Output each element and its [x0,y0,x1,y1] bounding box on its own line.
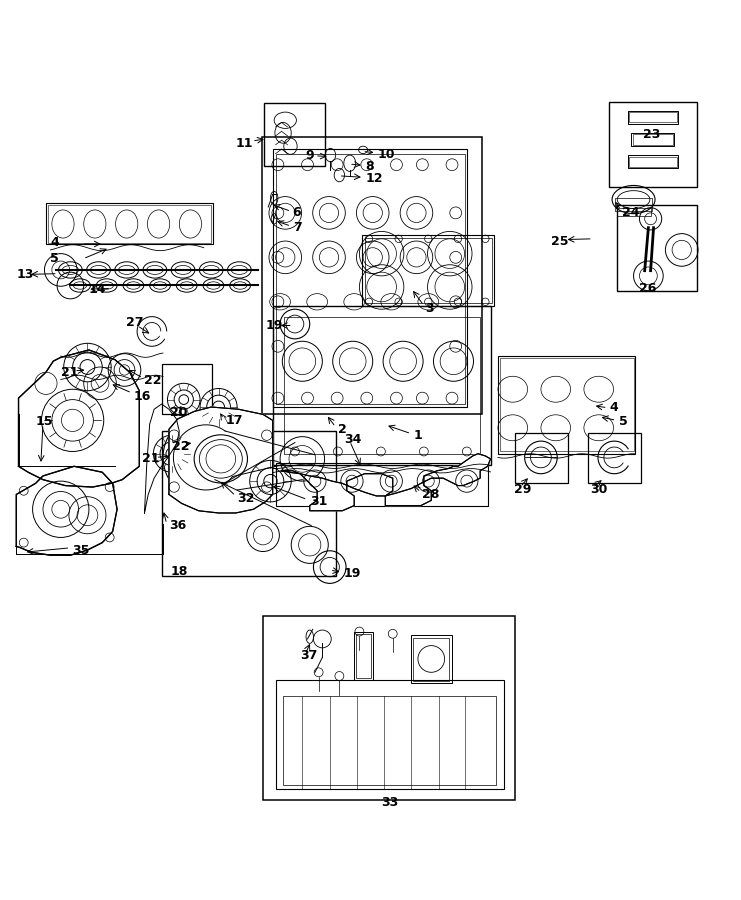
Bar [276,463,488,506]
Bar [588,433,641,483]
Bar [617,209,651,216]
Text: 12: 12 [365,172,383,185]
Polygon shape [169,407,273,513]
Text: 4: 4 [609,401,618,414]
Bar [283,696,496,785]
Bar [262,137,482,414]
Text: 18: 18 [170,565,187,578]
Text: 22: 22 [172,440,190,453]
Bar [354,632,373,680]
Text: 15: 15 [36,415,53,428]
Text: 5: 5 [50,252,59,266]
Text: 19: 19 [344,567,361,580]
Bar [631,133,674,146]
Bar [273,149,467,407]
Text: 4: 4 [50,236,59,249]
Polygon shape [19,350,139,487]
Text: 25: 25 [551,235,569,248]
Text: 31: 31 [310,495,327,508]
Text: 33: 33 [382,796,399,809]
Bar [284,317,480,454]
Bar [264,104,325,166]
Bar [629,112,677,122]
Text: 29: 29 [514,482,531,496]
Text: 7: 7 [293,221,302,234]
Text: 5: 5 [619,415,628,428]
Bar [500,358,634,452]
Bar [48,205,211,242]
Bar [615,198,652,212]
Text: 36: 36 [169,519,186,532]
Bar [411,635,452,683]
Text: 21: 21 [142,453,160,465]
Text: 37: 37 [300,650,317,662]
Polygon shape [282,454,491,511]
Bar [365,238,492,303]
Bar [356,634,371,679]
Text: 6: 6 [293,206,302,220]
Bar [609,102,697,187]
Bar [413,638,449,681]
Text: 2: 2 [338,423,347,436]
Text: 19: 19 [265,319,282,332]
Text: 32: 32 [237,491,254,505]
Bar [263,616,515,800]
Bar [515,433,568,483]
Text: 23: 23 [643,128,660,140]
Bar [46,203,213,244]
Text: 30: 30 [590,482,607,496]
Text: 8: 8 [365,160,374,174]
Bar [162,364,212,414]
Text: 26: 26 [639,282,657,295]
Bar [162,431,336,576]
Text: 27: 27 [126,316,144,329]
Text: 10: 10 [378,148,396,161]
Text: 17: 17 [225,414,243,427]
Bar [273,305,491,464]
Bar [276,680,504,789]
Text: 13: 13 [16,268,33,281]
Text: 34: 34 [345,433,362,446]
Bar [629,157,677,166]
Bar [362,235,494,305]
Text: 20: 20 [170,407,188,419]
Text: 11: 11 [236,138,253,150]
Bar [498,356,635,454]
Text: 9: 9 [305,149,314,162]
Text: 21: 21 [61,366,79,380]
Bar [276,154,465,404]
Text: 14: 14 [89,283,107,296]
Polygon shape [16,466,117,555]
Text: 16: 16 [133,390,150,403]
Text: 22: 22 [144,374,162,387]
Bar [628,155,678,168]
Text: 1: 1 [413,428,422,442]
Text: 24: 24 [622,206,640,220]
Text: 28: 28 [422,488,439,501]
Text: 35: 35 [73,544,90,556]
Bar [628,111,678,124]
Bar [617,205,697,291]
Bar [633,134,673,145]
Text: 3: 3 [425,302,434,315]
